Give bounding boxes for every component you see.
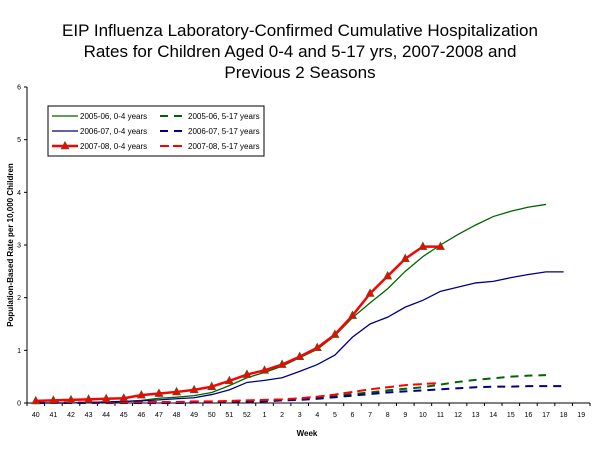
y-tick-label: 5 — [17, 137, 21, 144]
x-tick-label: 18 — [560, 412, 568, 419]
x-tick-label: 46 — [137, 412, 145, 419]
data-point-marker — [101, 393, 111, 403]
x-tick-label: 17 — [542, 412, 550, 419]
data-point-marker — [277, 359, 287, 368]
series-group — [31, 203, 564, 405]
series-line-0 — [35, 203, 547, 404]
x-tick-label: 12 — [454, 412, 462, 419]
legend-label: 2005-06, 0-4 years — [80, 112, 147, 121]
data-point-marker — [347, 310, 357, 319]
y-tick-label: 0 — [17, 401, 21, 408]
data-point-marker — [435, 241, 445, 250]
title-line-3: Previous 2 Seasons — [224, 63, 376, 82]
data-point-marker — [189, 384, 199, 394]
x-tick-label: 10 — [419, 412, 427, 419]
x-tick-label: 51 — [225, 412, 233, 419]
x-tick-label: 8 — [386, 412, 390, 419]
x-tick-label: 42 — [67, 412, 75, 419]
x-tick-label: 15 — [507, 412, 515, 419]
data-point-marker — [312, 342, 322, 352]
x-tick-label: 6 — [351, 412, 355, 419]
y-tick-label: 6 — [17, 85, 21, 92]
data-point-marker — [260, 365, 270, 374]
y-tick-label: 4 — [17, 190, 21, 197]
x-tick-label: 3 — [298, 412, 302, 419]
x-tick-label: 11 — [437, 412, 444, 419]
legend-label: 2007-08, 5-17 years — [188, 142, 260, 151]
series-line-1 — [35, 271, 564, 404]
x-tick-label: 19 — [577, 412, 585, 419]
y-tick-label: 1 — [17, 348, 21, 355]
x-tick-label: 43 — [85, 412, 93, 419]
legend: 2005-06, 0-4 years 2006-07, 0-4 years 2007… — [47, 105, 265, 157]
legend-label: 2007-08, 0-4 years — [80, 142, 147, 151]
y-tick-label: 3 — [17, 243, 21, 250]
x-tick-label: 52 — [243, 412, 251, 419]
x-tick-label: 47 — [155, 412, 163, 419]
data-point-marker — [224, 375, 234, 385]
y-axis-label: Population-Based Rate per 10,000 Childre… — [6, 163, 15, 327]
x-tick-label: 48 — [173, 412, 181, 419]
title-line-1: EIP Influenza Laboratory-Confirmed Cumul… — [62, 21, 538, 40]
x-tick-label: 40 — [32, 412, 40, 419]
x-tick-label: 16 — [525, 412, 533, 419]
series-line-5 — [35, 381, 441, 404]
data-point-marker — [400, 253, 410, 262]
x-tick-label: 41 — [49, 412, 57, 419]
x-tick-label: 50 — [208, 412, 216, 419]
series-line-4 — [35, 385, 564, 404]
chart-title: EIP Influenza Laboratory-Confirmed Cumul… — [0, 20, 600, 83]
data-point-marker — [66, 394, 76, 404]
x-tick-label: 1 — [263, 412, 267, 419]
data-point-marker — [295, 351, 305, 360]
data-point-marker — [84, 394, 94, 403]
data-point-marker — [136, 389, 146, 399]
data-point-marker — [172, 386, 182, 396]
legend-box — [47, 105, 265, 157]
x-tick-label: 44 — [102, 412, 110, 419]
x-tick-label: 5 — [333, 412, 337, 419]
x-tick-label: 14 — [489, 412, 497, 419]
data-point-marker — [48, 395, 58, 404]
data-point-marker — [330, 329, 340, 338]
legend-marker — [60, 140, 70, 150]
x-tick-label: 7 — [368, 412, 372, 419]
x-tick-label: 9 — [403, 412, 407, 419]
data-point-marker — [418, 241, 428, 250]
x-tick-label: 13 — [472, 412, 480, 419]
title-line-2: Rates for Children Aged 0-4 and 5-17 yrs… — [83, 42, 517, 61]
x-tick-label: 2 — [280, 412, 284, 419]
data-point-marker — [119, 393, 129, 402]
data-point-marker — [154, 388, 164, 397]
data-point-marker — [242, 369, 252, 378]
x-axis-label: Week — [297, 429, 318, 438]
data-point-marker — [383, 270, 393, 280]
legend-label: 2005-06, 5-17 years — [188, 112, 260, 121]
y-tick-label: 2 — [17, 295, 21, 302]
x-tick-label: 49 — [190, 412, 198, 419]
data-point-marker — [207, 381, 217, 390]
x-tick-label: 4 — [315, 412, 319, 419]
legend-label: 2006-07, 5-17 years — [188, 127, 260, 136]
legend-label: 2006-07, 0-4 years — [80, 127, 147, 136]
x-tick-label: 45 — [120, 412, 128, 419]
data-point-marker — [365, 288, 375, 297]
data-point-marker — [31, 395, 41, 405]
series-line-2 — [35, 245, 441, 403]
